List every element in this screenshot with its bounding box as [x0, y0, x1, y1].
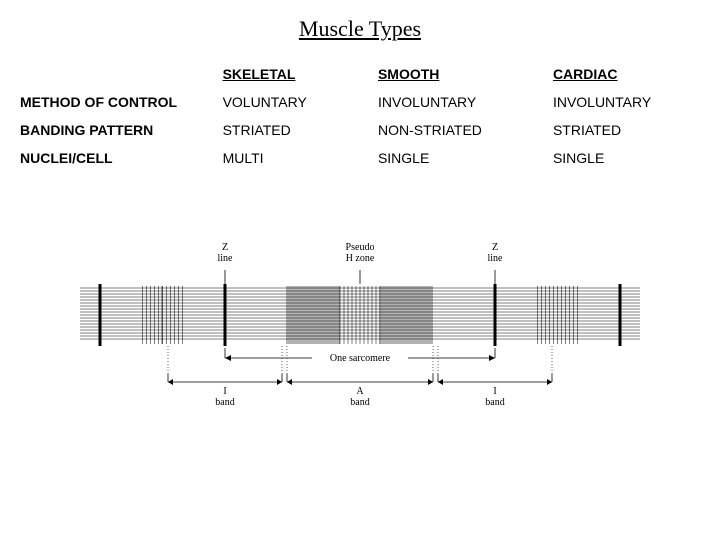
row-label: BANDING PATTERN: [20, 116, 223, 144]
header-smooth: SMOOTH: [378, 60, 553, 88]
sarcomere-diagram: Zline PseudoH zone Zline One sarcomere Iband…: [60, 242, 660, 442]
svg-text:Zline: Zline: [218, 242, 234, 264]
page-title: Muscle Types: [20, 16, 700, 42]
svg-text:One sarcomere: One sarcomere: [330, 353, 391, 364]
cell: VOLUNTARY: [223, 88, 378, 116]
cell: MULTI: [223, 144, 378, 172]
svg-text:Zline: Zline: [488, 242, 504, 264]
cell: SINGLE: [378, 144, 553, 172]
cell: NON-STRIATED: [378, 116, 553, 144]
svg-text:PseudoH zone: PseudoH zone: [346, 242, 375, 264]
cell: INVOLUNTARY: [553, 88, 700, 116]
header-blank: [20, 60, 223, 88]
table-row: NUCLEI/CELL MULTI SINGLE SINGLE: [20, 144, 700, 172]
table-header-row: SKELETAL SMOOTH CARDIAC: [20, 60, 700, 88]
svg-text:Iband: Iband: [215, 386, 234, 408]
row-label: METHOD OF CONTROL: [20, 88, 223, 116]
cell: STRIATED: [223, 116, 378, 144]
svg-text:Iband: Iband: [485, 386, 504, 408]
header-cardiac: CARDIAC: [553, 60, 700, 88]
sarcomere-diagram-container: Zline PseudoH zone Zline One sarcomere Iband…: [20, 242, 700, 442]
muscle-types-table: SKELETAL SMOOTH CARDIAC METHOD OF CONTRO…: [20, 60, 700, 172]
row-label: NUCLEI/CELL: [20, 144, 223, 172]
cell: SINGLE: [553, 144, 700, 172]
table-row: BANDING PATTERN STRIATED NON-STRIATED ST…: [20, 116, 700, 144]
header-skeletal: SKELETAL: [223, 60, 378, 88]
cell: STRIATED: [553, 116, 700, 144]
svg-text:Aband: Aband: [350, 386, 369, 408]
cell: INVOLUNTARY: [378, 88, 553, 116]
table-row: METHOD OF CONTROL VOLUNTARY INVOLUNTARY …: [20, 88, 700, 116]
